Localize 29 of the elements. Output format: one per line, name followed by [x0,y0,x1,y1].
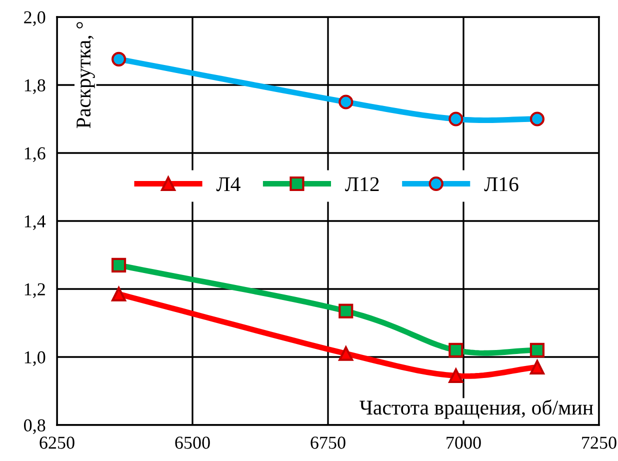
point [111,258,126,272]
x-axis-title: Частота вращения, об/мин [360,400,594,419]
y-axis-title: Раскрутка, ° [76,22,95,128]
point [448,342,464,358]
legend-label: Л12 [345,177,379,192]
point [111,286,126,302]
point [530,342,545,358]
point [338,94,354,110]
y-tick-label: 1,0 [24,351,46,366]
y-tick-label: 1,6 [24,147,46,162]
point [448,368,464,383]
y-tick-label: 1,4 [24,215,46,230]
point [111,52,126,66]
x-tick-label: 7250 [582,436,616,449]
x-tick-label: 6250 [40,436,74,449]
legend-label: Л16 [484,177,518,192]
point [530,360,545,374]
y-tick-label: 0,8 [24,419,46,434]
point [338,346,354,361]
y-tick-label: 1,8 [24,79,46,94]
x-tick-label: 6500 [175,436,210,449]
point [448,112,464,126]
x-tick-label: 6750 [310,436,346,449]
y-tick-label: 1,2 [24,283,45,298]
point [530,112,545,126]
legend-label: Л4 [216,177,240,192]
x-tick-label: 7000 [446,436,481,449]
y-tick-label: 2,0 [24,11,46,26]
point [338,304,354,318]
